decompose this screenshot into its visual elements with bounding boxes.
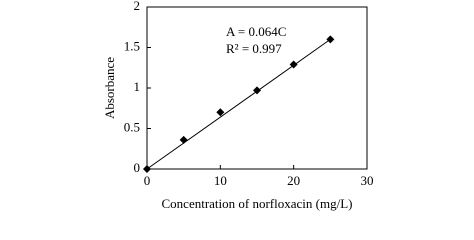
y-axis-label: Absorbance	[102, 57, 117, 119]
annotation: R² = 0.997	[226, 41, 282, 56]
chart: Concentration of norfloxacin (mg/L) Abso…	[102, 0, 374, 211]
marker	[326, 35, 335, 44]
x-tick-label: 10	[214, 173, 227, 188]
annotation: A = 0.064C	[226, 24, 286, 39]
marker	[179, 135, 188, 144]
fit-line	[146, 38, 331, 170]
x-tick-label: 20	[287, 173, 300, 188]
marker	[253, 86, 261, 95]
marker	[143, 165, 151, 173]
y-tick-label: 1	[134, 79, 141, 94]
y-tick-label: 0	[134, 160, 141, 175]
x-tick-label: 30	[361, 173, 374, 188]
y-tick-label: 0.5	[124, 119, 140, 134]
marker	[289, 60, 298, 69]
marker	[216, 108, 225, 117]
y-tick-label: 2	[134, 0, 141, 13]
x-tick-label: 0	[144, 173, 151, 188]
y-tick-label: 1.5	[124, 38, 140, 53]
x-axis-label: Concentration of norfloxacin (mg/L)	[162, 196, 353, 211]
